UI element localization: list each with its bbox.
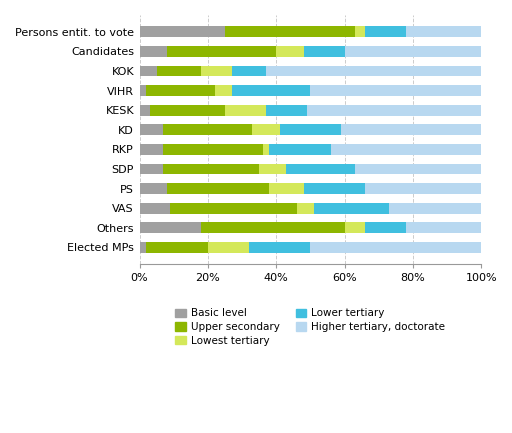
Bar [140,242,146,253]
Bar [280,124,341,135]
Bar [140,144,163,155]
Bar [406,26,481,37]
Bar [389,203,481,213]
Bar [140,105,150,116]
Bar [225,26,355,37]
Bar [167,183,269,194]
Bar [266,105,307,116]
Bar [310,85,481,96]
Bar [365,183,481,194]
Bar [140,223,201,233]
Bar [276,46,304,57]
Bar [146,242,208,253]
Bar [201,223,345,233]
Bar [146,85,215,96]
Bar [345,46,481,57]
Bar [167,46,276,57]
Bar [331,144,481,155]
Bar [232,85,310,96]
Bar [215,85,232,96]
Bar [259,164,286,174]
Bar [355,164,481,174]
Bar [341,124,481,135]
Bar [157,65,201,76]
Bar [297,203,314,213]
Bar [140,203,170,213]
Bar [406,223,481,233]
Bar [365,223,406,233]
Bar [163,144,263,155]
Bar [163,164,259,174]
Bar [263,144,269,155]
Bar [170,203,297,213]
Bar [269,144,331,155]
Bar [314,203,389,213]
Bar [310,242,481,253]
Bar [208,242,249,253]
Bar [266,65,481,76]
Bar [140,85,146,96]
Bar [201,65,232,76]
Bar [140,46,167,57]
Bar [232,65,266,76]
Bar [140,164,163,174]
Bar [252,124,280,135]
Bar [307,105,481,116]
Bar [225,105,266,116]
Bar [355,26,365,37]
Bar [365,26,406,37]
Bar [249,242,310,253]
Bar [140,183,167,194]
Bar [345,223,365,233]
Bar [140,124,163,135]
Legend: Basic level, Upper secondary, Lowest tertiary, Lower tertiary, Higher tertiary, : Basic level, Upper secondary, Lowest ter… [172,304,450,350]
Bar [304,46,345,57]
Bar [304,183,365,194]
Bar [150,105,225,116]
Bar [140,65,157,76]
Bar [269,183,304,194]
Bar [286,164,355,174]
Bar [163,124,252,135]
Bar [140,26,225,37]
